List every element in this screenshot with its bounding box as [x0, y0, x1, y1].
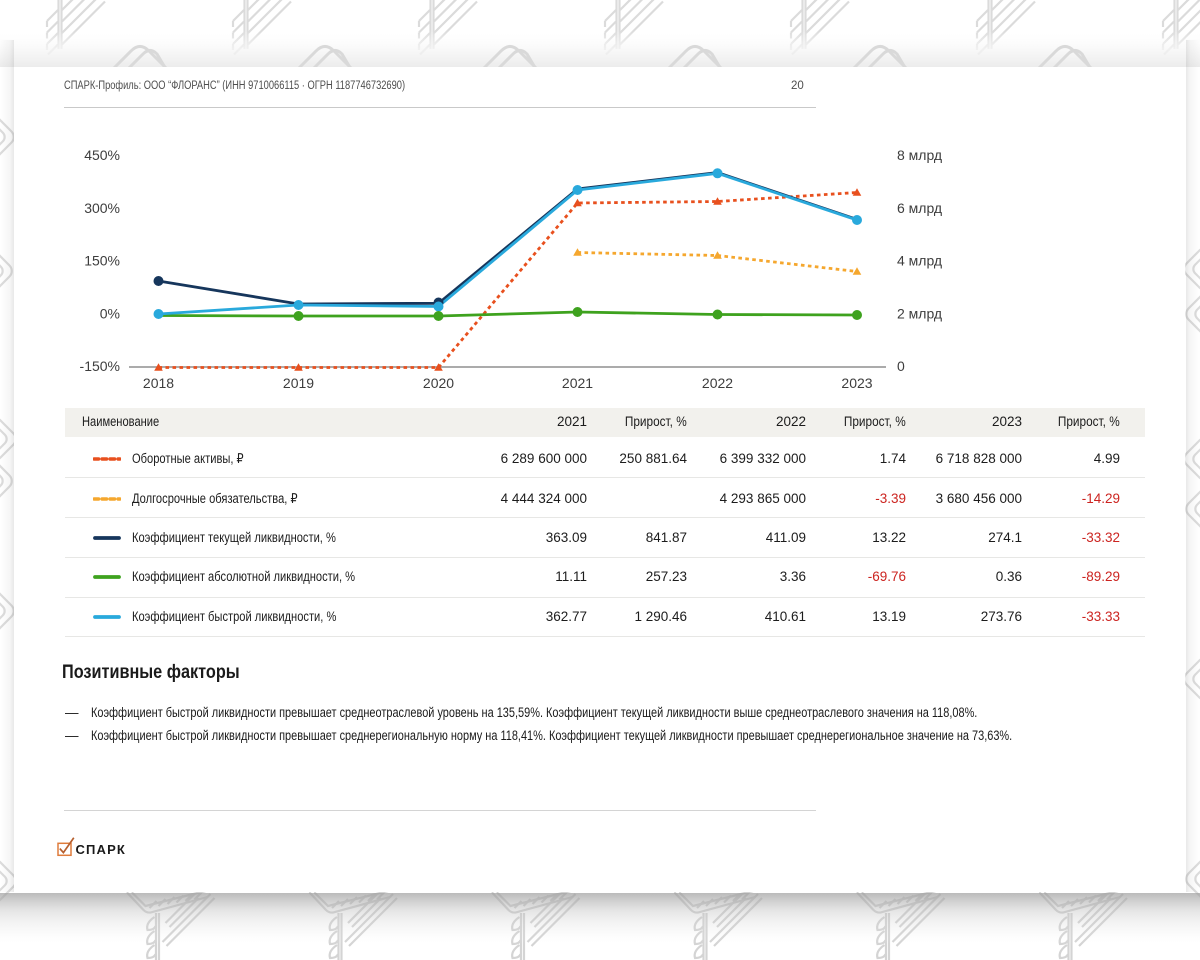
svg-text:4 млрд: 4 млрд: [897, 253, 942, 269]
svg-text:0%: 0%: [100, 305, 120, 321]
svg-text:150%: 150%: [84, 253, 120, 269]
svg-text:300%: 300%: [84, 200, 120, 216]
svg-text:2020: 2020: [423, 375, 454, 391]
svg-text:6 млрд: 6 млрд: [897, 200, 942, 216]
svg-text:2021: 2021: [562, 375, 593, 391]
svg-text:2019: 2019: [283, 375, 314, 391]
svg-text:8 млрд: 8 млрд: [897, 147, 942, 163]
svg-text:-150%: -150%: [80, 358, 120, 374]
svg-text:2023: 2023: [841, 375, 872, 391]
svg-text:2022: 2022: [702, 375, 733, 391]
svg-text:2018: 2018: [143, 375, 174, 391]
svg-text:450%: 450%: [84, 147, 120, 163]
svg-text:0: 0: [897, 358, 905, 374]
svg-text:2 млрд: 2 млрд: [897, 305, 942, 321]
